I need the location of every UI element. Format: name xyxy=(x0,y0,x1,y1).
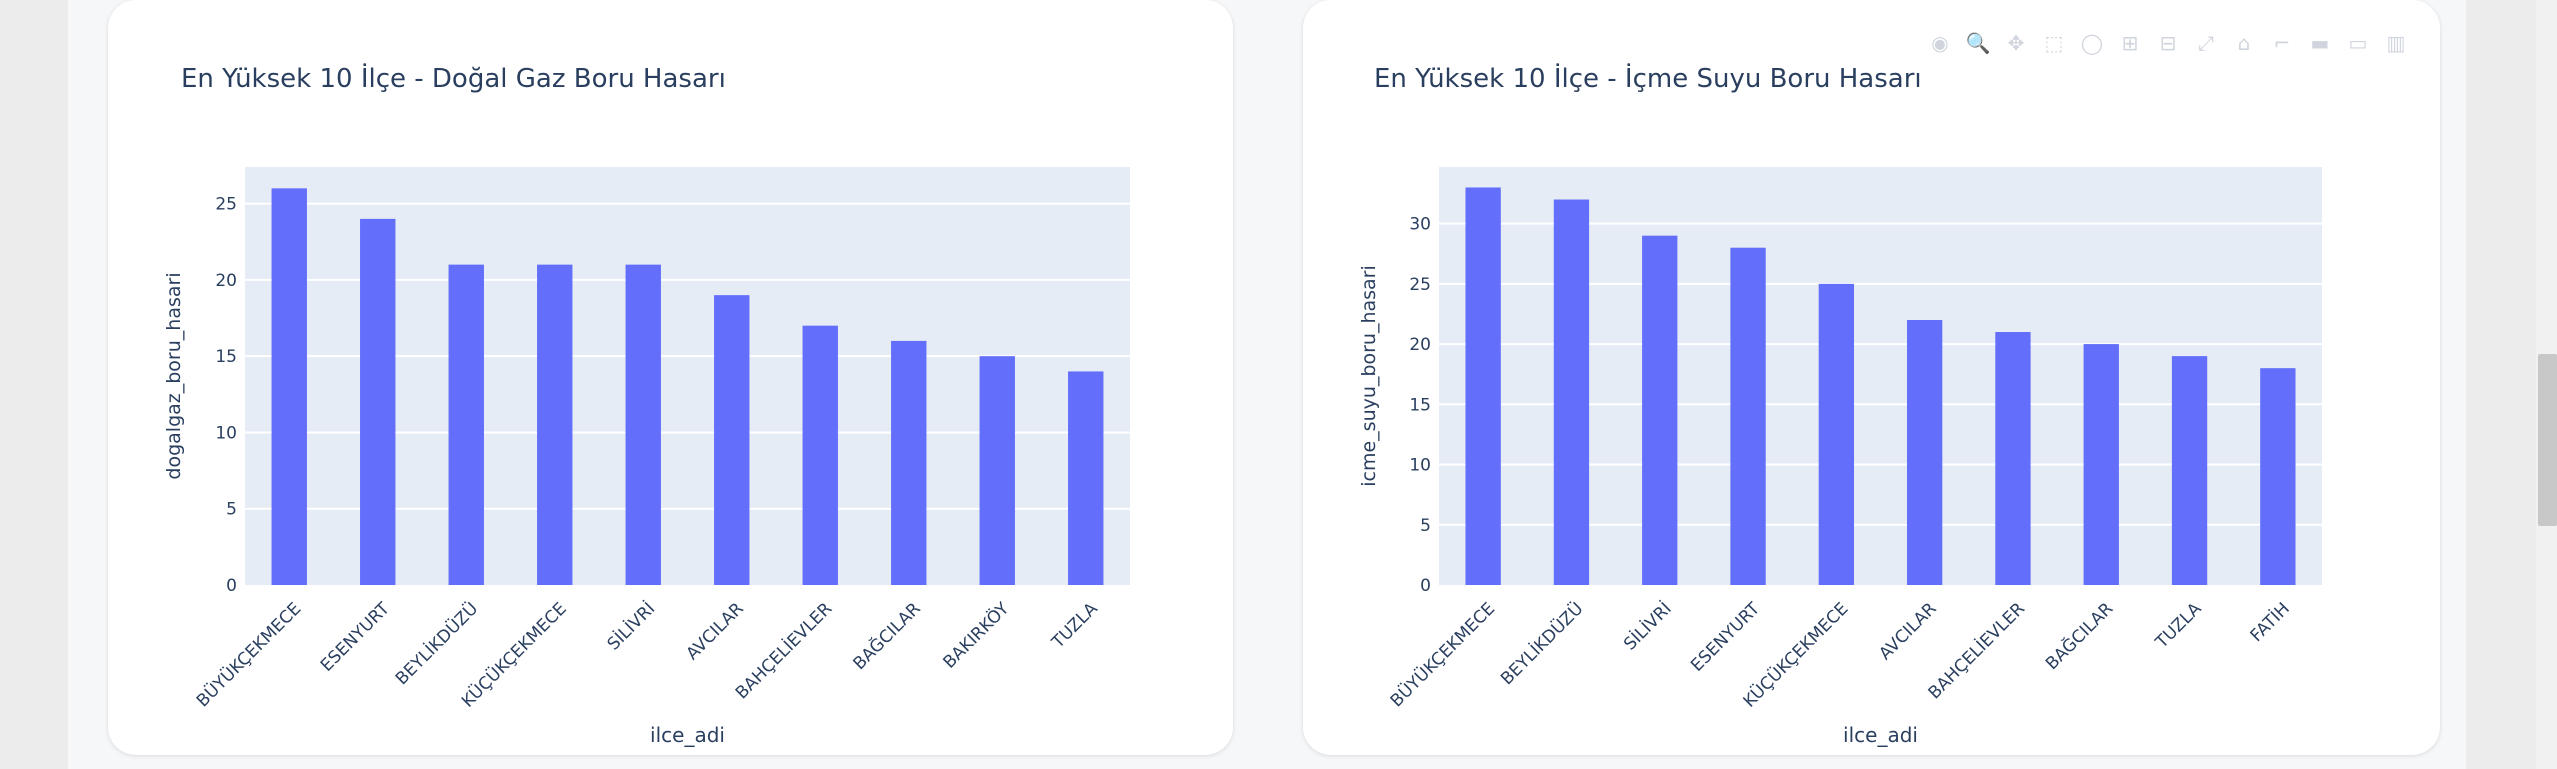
y-tick-label: 0 xyxy=(226,576,237,596)
bar[interactable] xyxy=(1465,187,1501,585)
plotly-logo-icon[interactable]: ▥ xyxy=(2386,31,2406,55)
bar[interactable] xyxy=(1995,332,2031,585)
reset-axes-icon[interactable]: ⌂ xyxy=(2237,31,2251,55)
y-axis-title: icme_suyu_boru_hasari xyxy=(1358,265,1380,487)
scrollbar-thumb[interactable] xyxy=(2538,354,2557,526)
x-tick-label: ESENYURT xyxy=(1687,598,1764,675)
modebar: ◉ 🔍 ✥ ⬚ ◯ ⊞ ⊟ ⤢ ⌂ ⌐ ▬ ▭ ▥ xyxy=(1925,28,2411,58)
zoom-in-icon[interactable]: ⊞ xyxy=(2121,31,2139,55)
x-tick-label: BAKIRKÖY xyxy=(938,597,1014,673)
y-tick-label: 15 xyxy=(215,347,237,367)
x-tick-label: AVCILAR xyxy=(682,599,747,664)
zoom-out-icon[interactable]: ⊟ xyxy=(2159,31,2177,55)
autoscale-icon[interactable]: ⤢ xyxy=(2198,31,2214,55)
bar[interactable] xyxy=(2171,356,2208,585)
bar[interactable] xyxy=(1730,247,1766,586)
chart-card-icme-suyu: En Yüksek 10 İlçe - İçme Suyu Boru Hasar… xyxy=(1303,0,2440,755)
x-tick-label: BAHÇELİEVLER xyxy=(731,598,836,703)
chart-card-dogalgaz: En Yüksek 10 İlçe - Doğal Gaz Boru Hasar… xyxy=(108,0,1233,755)
y-tick-label: 5 xyxy=(1420,516,1431,536)
y-tick-label: 25 xyxy=(1409,275,1431,295)
x-tick-label: TUZLA xyxy=(1048,599,1102,653)
x-tick-label: BEYLİKDÜZÜ xyxy=(391,597,483,689)
box-select-icon[interactable]: ⬚ xyxy=(2044,31,2064,55)
bar[interactable] xyxy=(1553,199,1590,586)
y-tick-label: 20 xyxy=(215,271,237,291)
lasso-icon[interactable]: ◯ xyxy=(2080,31,2104,55)
bar[interactable] xyxy=(537,264,573,585)
spike-lines-icon[interactable]: ⌐ xyxy=(2273,31,2291,55)
bar[interactable] xyxy=(2260,368,2296,585)
bar[interactable] xyxy=(802,325,838,585)
x-tick-label: BÜYÜKÇEKMECE xyxy=(1385,597,1499,711)
bar[interactable] xyxy=(1068,371,1104,585)
x-axis-title: ilce_adi xyxy=(1843,723,1918,747)
bar[interactable] xyxy=(891,340,927,585)
y-tick-label: 10 xyxy=(215,423,237,443)
x-axis-title: ilce_adi xyxy=(650,723,725,747)
x-tick-label: BÜYÜKÇEKMECE xyxy=(191,597,305,711)
bar[interactable] xyxy=(1906,319,1943,585)
bar[interactable] xyxy=(448,264,484,585)
y-tick-label: 0 xyxy=(1420,576,1431,596)
x-tick-label: ESENYURT xyxy=(317,598,394,675)
y-tick-label: 20 xyxy=(1409,335,1431,355)
bar[interactable] xyxy=(1642,235,1678,585)
bar[interactable] xyxy=(714,295,750,585)
pan-icon[interactable]: ✥ xyxy=(2007,31,2025,55)
chart-title: En Yüksek 10 İlçe - İçme Suyu Boru Hasar… xyxy=(1374,64,1922,94)
x-tick-label: SİLİVRİ xyxy=(1619,598,1675,654)
y-tick-label: 15 xyxy=(1409,395,1431,415)
y-axis-title: dogalgaz_boru_hasari xyxy=(163,272,185,479)
hover-closest-icon[interactable]: ▬ xyxy=(2310,31,2330,55)
bar[interactable] xyxy=(625,264,661,585)
x-tick-label: AVCILAR xyxy=(1875,599,1940,664)
bar-chart-dogalgaz[interactable]: 0 5 10 15 20 25 BÜYÜKÇEKMECE ESENYURTBEYLİKDÜZÜ… xyxy=(108,0,1233,755)
zoom-icon[interactable]: 🔍 xyxy=(1965,31,1991,55)
x-tick-label: FATİH xyxy=(2246,598,2294,646)
bar[interactable] xyxy=(271,188,307,585)
camera-icon[interactable]: ◉ xyxy=(1931,31,1949,55)
bar[interactable] xyxy=(979,356,1015,585)
x-tick-label: BAĞCILAR xyxy=(848,597,925,674)
bar[interactable] xyxy=(1818,283,1855,585)
y-tick-label: 30 xyxy=(1409,215,1431,235)
chart-title: En Yüksek 10 İlçe - Doğal Gaz Boru Hasar… xyxy=(181,64,726,94)
x-tick-label: BAĞCILAR xyxy=(2041,597,2118,674)
x-tick-label: SİLİVRİ xyxy=(603,598,659,654)
x-tick-label: TUZLA xyxy=(2151,599,2205,653)
y-tick-label: 25 xyxy=(215,195,237,215)
x-tick-label: BEYLİKDÜZÜ xyxy=(1496,597,1588,689)
y-tick-label: 10 xyxy=(1409,456,1431,476)
y-tick-label: 5 xyxy=(226,500,237,520)
hover-compare-icon[interactable]: ▭ xyxy=(2348,31,2368,55)
bar[interactable] xyxy=(2083,344,2119,585)
bar[interactable] xyxy=(360,218,396,586)
